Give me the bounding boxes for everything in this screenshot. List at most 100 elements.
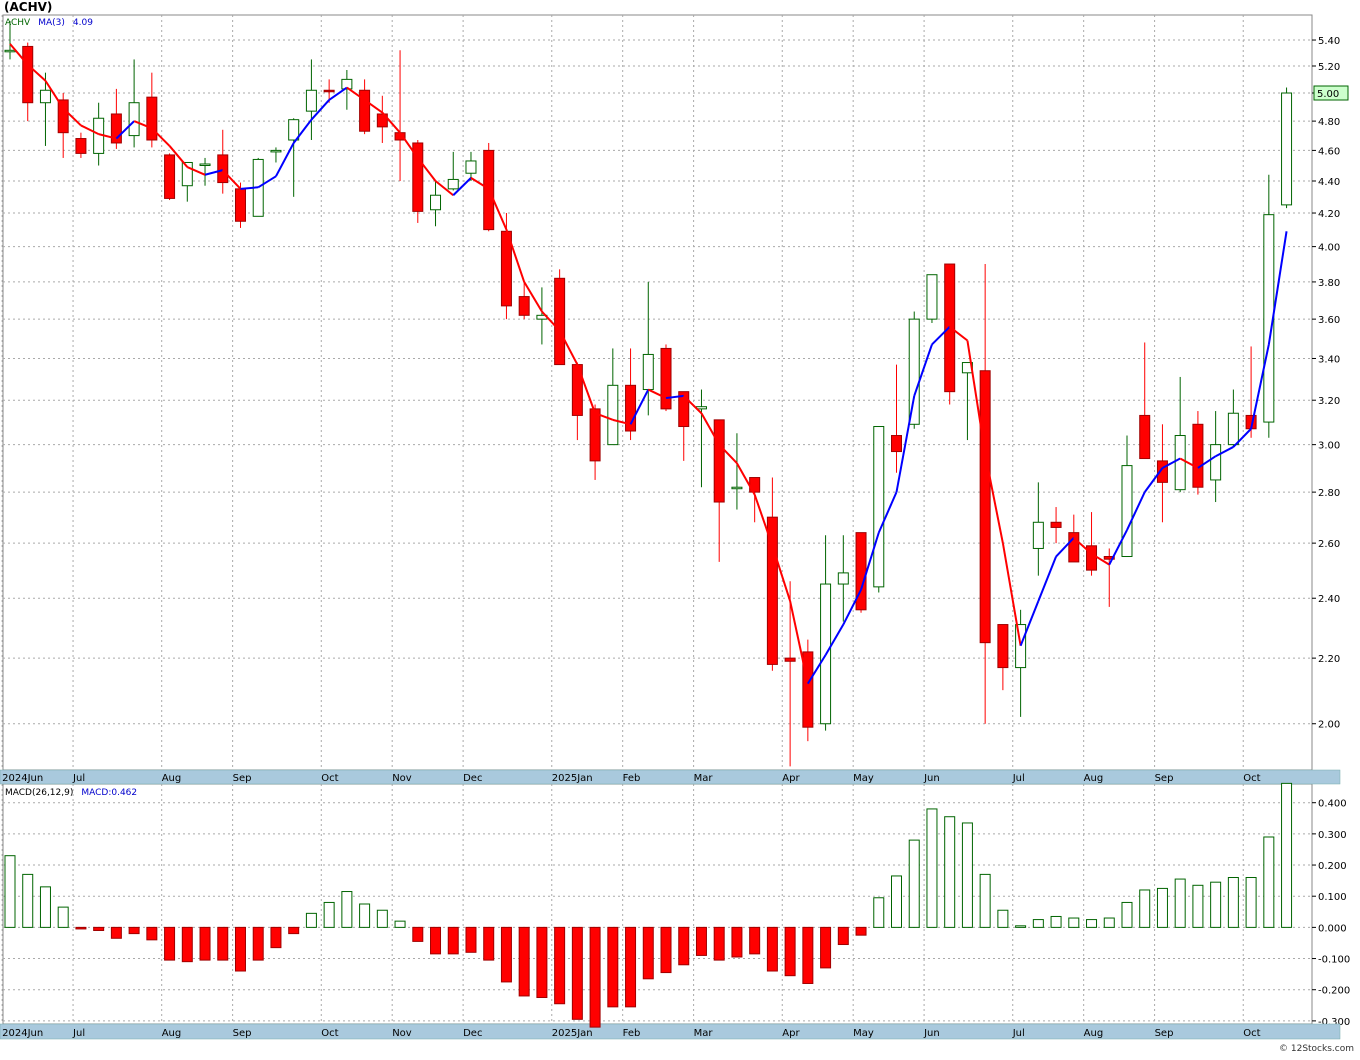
macd-bar-negative (749, 926, 761, 955)
macd-bar-negative (217, 926, 229, 961)
ma3-segment (346, 86, 366, 101)
x-axis-label: Jun (923, 1028, 940, 1039)
ma3-segment (44, 80, 65, 109)
candle-down (518, 296, 530, 316)
ma3-segment (1250, 344, 1270, 429)
macd-bar-negative (802, 926, 814, 984)
macd-tick-label: 0.100 (1318, 892, 1347, 903)
ma3-segment (275, 142, 295, 177)
ma3-segment (541, 310, 561, 332)
candle-up (288, 119, 300, 141)
macd-bar-positive (1281, 782, 1293, 928)
ma3-segment (1179, 457, 1199, 469)
ma3-segment (151, 127, 171, 147)
x-axis-label: Jun (923, 773, 940, 784)
ma3-segment (470, 177, 490, 190)
price-tick-label: 4.80 (1318, 117, 1340, 128)
ma3-segment (683, 395, 703, 414)
candle-up (642, 353, 654, 391)
x-axis-label: Nov (392, 1028, 412, 1039)
candle-down (412, 142, 424, 212)
ma3-segment (80, 124, 100, 136)
macd-bar-positive (961, 822, 973, 928)
ma3-segment (558, 330, 579, 366)
macd-bar-negative (199, 926, 211, 961)
ma3-segment (1091, 552, 1110, 566)
candle-down (110, 113, 122, 144)
x-axis-label: Nov (392, 773, 412, 784)
candle-down (713, 419, 725, 503)
ma3-segment (399, 132, 419, 159)
price-tick-label: 3.80 (1318, 278, 1340, 289)
macd-bar-negative (589, 926, 601, 1028)
ma3-segment (505, 229, 526, 283)
ma3-segment (1215, 446, 1234, 458)
macd-bar-negative (625, 926, 637, 1008)
macd-bar-positive (1192, 884, 1204, 928)
candle-up (607, 384, 619, 446)
x-axis-label: Sep (233, 1028, 252, 1039)
macd-tick-label: -0.100 (1318, 955, 1350, 966)
x-axis-label: Jul (1012, 1028, 1025, 1039)
ma3-segment (789, 600, 809, 684)
macd-legend-value: MACD:0.462 (81, 788, 137, 798)
ma3-segment (364, 99, 383, 114)
legend-ma-value: 4.09 (73, 18, 93, 28)
ma3-segment (1055, 537, 1075, 558)
x-axis-label: Oct (1243, 773, 1260, 784)
macd-bar-negative (642, 926, 654, 980)
candle-up (181, 161, 193, 187)
ma3-segment (824, 624, 845, 656)
ma3-segment (452, 177, 472, 196)
x-axis-label: Mar (694, 1028, 714, 1039)
ma3-segment (292, 119, 313, 144)
ma3-segment (665, 394, 684, 400)
price-tick-label: 3.00 (1318, 441, 1340, 452)
candle-down (1050, 521, 1062, 528)
macd-bar-negative (75, 926, 87, 930)
ma3-segment (913, 344, 933, 397)
ma3-segment (700, 412, 721, 446)
macd-tick-label: 0.400 (1318, 799, 1347, 810)
macd-bar-positive (1245, 877, 1257, 928)
macd-bar-positive (1086, 919, 1098, 928)
x-axis-label: Dec (463, 1028, 482, 1039)
x-axis-label: Apr (782, 1028, 800, 1039)
macd-bar-negative (820, 926, 832, 969)
macd-bar-positive (305, 912, 317, 928)
macd-bar-negative (465, 926, 477, 953)
candle-up (128, 102, 140, 137)
x-axis-label: Jul (72, 773, 85, 784)
x-axis-label: Sep (1155, 1028, 1174, 1039)
macd-bar-negative (855, 926, 867, 936)
ma3-segment (204, 169, 224, 176)
macd-bar-negative (518, 926, 530, 997)
candle-up (926, 274, 938, 320)
ma3-segment (9, 43, 29, 66)
macd-tick-label: -0.200 (1318, 986, 1350, 997)
candle-up (39, 89, 51, 104)
macd-bar-positive (323, 901, 335, 928)
macd-bar-negative (571, 926, 583, 1020)
ma3-segment (877, 491, 898, 534)
macd-bar-positive (376, 909, 388, 928)
macd-bar-positive (1103, 917, 1115, 928)
ma3-segment (1108, 529, 1128, 566)
price-legend: ACHV MA(3) 4.09 (5, 18, 93, 28)
candle-down (146, 96, 158, 141)
x-axis-label: Feb (623, 1028, 641, 1039)
macd-bar-negative (837, 926, 849, 946)
macd-bar-positive (359, 903, 371, 928)
price-tick-label: 3.60 (1318, 315, 1340, 326)
x-axis-label: Oct (1243, 1028, 1260, 1039)
x-axis-label: 2025Jan (552, 773, 593, 784)
x-axis-label: May (853, 773, 874, 784)
x-axis-label: 2024Jun (2, 773, 43, 784)
candle-down (217, 154, 229, 184)
credit-text: © 12Stocks.com (1279, 1044, 1354, 1054)
candle-up (305, 89, 317, 112)
candle-down (766, 516, 778, 665)
ma3-segment (576, 364, 597, 414)
chart-title: (ACHV) (4, 0, 53, 14)
